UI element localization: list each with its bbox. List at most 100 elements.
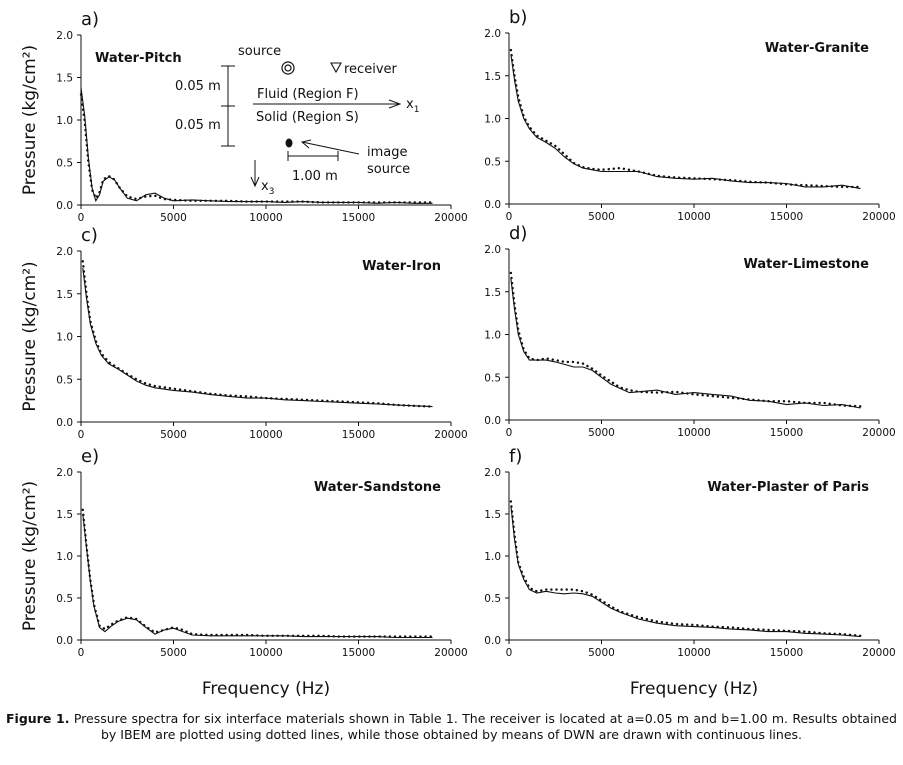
x-tick-label: 0 — [506, 211, 513, 223]
inset-image-source-label: source — [367, 162, 410, 177]
y-tick-label: 1.5 — [56, 73, 73, 85]
series-ibem-dotted — [81, 508, 434, 638]
y-tick-label: 2.0 — [484, 467, 501, 479]
y-tick-label: 0.0 — [56, 417, 73, 429]
panel-letter: b) — [509, 7, 527, 28]
panel-title: Water-Limestone — [743, 257, 869, 272]
x-tick-label: 15000 — [770, 427, 803, 439]
panel-letter: c) — [81, 225, 98, 246]
x-tick-label: 5000 — [588, 647, 615, 659]
y-axis-title: Pressure (kg/cm²) — [20, 45, 40, 195]
x-tick-label: 20000 — [434, 647, 467, 659]
x-tick-label: 20000 — [862, 427, 895, 439]
x-tick-label: 0 — [78, 212, 85, 224]
y-tick-label: 1.5 — [56, 509, 73, 521]
receiver-triangle-icon — [330, 62, 342, 74]
y-axis-title: Pressure (kg/cm²) — [20, 481, 40, 631]
panel-title: Water-Plaster of Paris — [707, 480, 869, 495]
x-tick-label: 20000 — [434, 429, 467, 441]
panel-letter: e) — [81, 446, 99, 467]
x-tick-label: 5000 — [160, 429, 187, 441]
panel-title: Water-Sandstone — [314, 480, 441, 495]
x-tick-label: 15000 — [342, 647, 375, 659]
y-tick-label: 0.0 — [56, 200, 73, 212]
inset-distance-label: 1.00 m — [292, 169, 338, 184]
x-tick-label: 5000 — [160, 647, 187, 659]
x-tick-label: 15000 — [342, 212, 375, 224]
series-ibem-dotted — [509, 48, 862, 189]
y-tick-label: 2.0 — [56, 467, 73, 479]
y-axis-title: Pressure (kg/cm²) — [20, 261, 40, 411]
y-tick-label: 0.5 — [56, 158, 73, 170]
chart-canvas: 0.0 0.5 1.0 1.5 2.0 0 5000 10000 15000 20000 a) Wat… — [20, 7, 896, 699]
y-tick-label: 1.5 — [56, 289, 73, 301]
y-tick-label: 0.5 — [56, 374, 73, 386]
y-tick-label: 1.5 — [484, 287, 501, 299]
series-dwn-solid — [82, 513, 433, 639]
panels-layer: 0.0 0.5 1.0 1.5 2.0 0 5000 10000 15000 20000 a) Wat… — [20, 7, 896, 699]
chart-panel-2: 0.0 0.5 1.0 1.5 2.0 0 5000 10000 15000 20000 b) Wat… — [484, 7, 895, 223]
x-tick-label: 20000 — [862, 211, 895, 223]
y-tick-label: 1.5 — [484, 71, 501, 83]
x-tick-label: 15000 — [770, 647, 803, 659]
panel-title: Water-Granite — [765, 41, 869, 56]
x-axis-title: Frequency (Hz) — [630, 679, 758, 699]
x-tick-label: 5000 — [588, 211, 615, 223]
series-dwn-solid — [82, 268, 433, 408]
x1-arrowhead-icon — [388, 99, 402, 109]
y-tick-label: 0.0 — [484, 415, 501, 427]
caption-label: Figure 1. — [6, 711, 70, 726]
x-tick-label: 10000 — [249, 429, 282, 441]
image-source-dot — [285, 138, 293, 148]
y-tick-label: 1.0 — [484, 551, 501, 563]
figure-caption: Figure 1. Pressure spectra for six inter… — [6, 711, 897, 743]
figure-panels: 0.0 0.5 1.0 1.5 2.0 0 5000 10000 15000 20000 a) Wat… — [20, 7, 896, 699]
x-tick-label: 5000 — [160, 212, 187, 224]
image-source-arrowhead-icon — [300, 139, 312, 149]
series-ibem-dotted — [509, 271, 862, 408]
y-tick-label: 1.0 — [484, 330, 501, 342]
inset-image-label: image — [367, 145, 408, 160]
panel-title: Water-Pitch — [95, 51, 182, 66]
x-tick-label: 0 — [506, 427, 513, 439]
source-circle-outer — [281, 61, 295, 75]
inset-fluid-label: Fluid (Region F) — [257, 87, 359, 102]
chart-panel-4: 0.0 0.5 1.0 1.5 2.0 0 5000 10000 15000 20000 d) Wat… — [484, 223, 895, 439]
chart-panel-1: 0.0 0.5 1.0 1.5 2.0 0 5000 10000 15000 20000 a) Wat… — [20, 9, 468, 224]
geometry-schematic: source receiver 0.05 m 0.05 m Fluid (Reg… — [175, 44, 419, 197]
series-ibem-dotted — [79, 93, 434, 204]
inset-source-label: source — [238, 44, 281, 59]
y-tick-label: 2.0 — [484, 28, 501, 40]
x-tick-label: 10000 — [249, 647, 282, 659]
image-source-pointer — [301, 141, 360, 155]
x-tick-label: 10000 — [677, 427, 710, 439]
x-tick-label: 20000 — [862, 647, 895, 659]
y-tick-label: 1.0 — [484, 114, 501, 126]
inset-receiver-label: receiver — [344, 62, 398, 77]
x-axis-title: Frequency (Hz) — [202, 679, 330, 699]
inset-dim-top: 0.05 m — [175, 79, 221, 94]
source-circle-inner — [284, 64, 292, 72]
inset-x1-label: x1 — [406, 97, 419, 115]
inset-x3-label: x3 — [261, 179, 274, 197]
x-tick-label: 0 — [506, 647, 513, 659]
inset-dim-bottom: 0.05 m — [175, 118, 221, 133]
y-tick-label: 0.5 — [484, 593, 501, 605]
y-tick-label: 1.5 — [484, 509, 501, 521]
y-tick-label: 2.0 — [484, 244, 501, 256]
x-tick-label: 10000 — [249, 212, 282, 224]
y-tick-label: 0.5 — [484, 372, 501, 384]
y-tick-label: 2.0 — [56, 30, 73, 42]
caption-text: Pressure spectra for six interface mater… — [69, 711, 897, 742]
x-tick-label: 10000 — [677, 647, 710, 659]
inset-solid-label: Solid (Region S) — [256, 110, 359, 125]
x-tick-label: 0 — [78, 647, 85, 659]
y-tick-label: 0.0 — [56, 635, 73, 647]
series-ibem-dotted — [509, 500, 862, 637]
panel-letter: a) — [81, 9, 99, 30]
series-dwn-solid — [510, 54, 861, 190]
y-tick-label: 0.5 — [56, 593, 73, 605]
x-tick-label: 5000 — [588, 427, 615, 439]
x-tick-label: 0 — [78, 429, 85, 441]
chart-panel-5: 0.0 0.5 1.0 1.5 2.0 0 5000 10000 15000 20000 e) Wat… — [20, 446, 468, 699]
